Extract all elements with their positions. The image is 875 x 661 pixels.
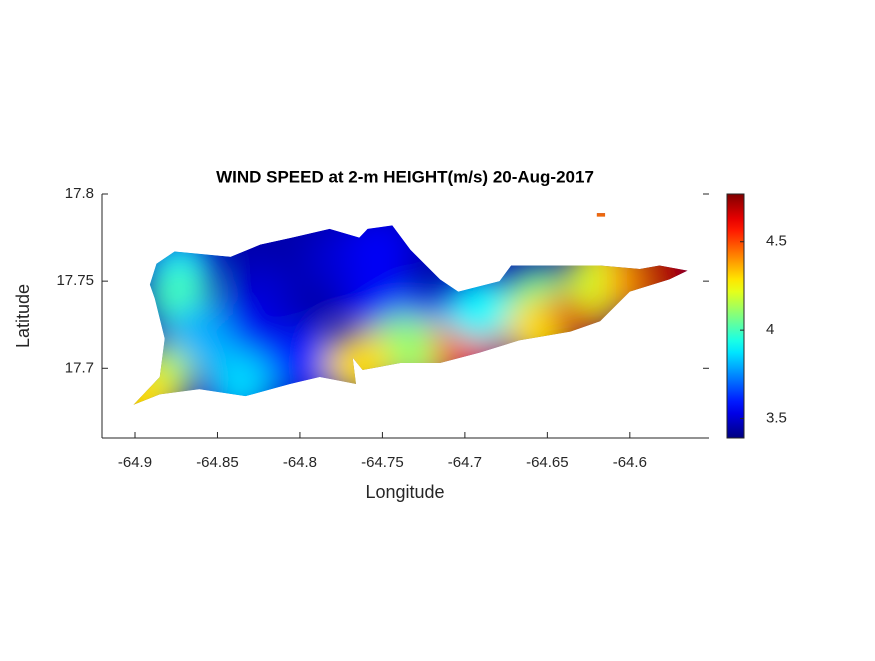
colorbar-tick-label: 4 <box>766 321 774 338</box>
x-axis-label: Longitude <box>365 482 444 502</box>
wind-sample <box>635 238 688 307</box>
x-tick-label: -64.85 <box>196 454 239 471</box>
wind-sample <box>345 215 414 284</box>
x-tick-label: -64.9 <box>118 454 152 471</box>
x-tick-label: -64.65 <box>526 454 569 471</box>
colorbar <box>726 193 745 439</box>
axes: -64.9 -64.85 -64.8 -64.75 -64.7 -64.65 -64.6 17… <box>56 185 709 471</box>
x-tick-label: -64.6 <box>613 454 647 471</box>
y-axis-label: Latitude <box>13 284 33 348</box>
y-tick-label: 17.75 <box>56 272 94 289</box>
wind-sample <box>265 325 334 394</box>
field-points <box>133 213 688 405</box>
x-tick-label: -64.75 <box>361 454 404 471</box>
wind-sample <box>566 213 635 249</box>
wind-sample <box>206 349 275 405</box>
wind-sample <box>325 330 394 399</box>
wind-field <box>133 213 688 405</box>
y-tick-label: 17.7 <box>65 359 94 376</box>
wind-sample <box>445 275 514 344</box>
y-tick-label: 17.8 <box>65 185 94 202</box>
x-tick-label: -64.7 <box>448 454 482 471</box>
wind-sample <box>133 365 174 405</box>
colorbar-tick-label: 3.5 <box>766 410 787 427</box>
colorbar-tick-label: 4.5 <box>766 233 787 250</box>
chart-title: WIND SPEED at 2-m HEIGHT(m/s) 20-Aug-201… <box>216 167 594 186</box>
x-tick-label: -64.8 <box>283 454 317 471</box>
